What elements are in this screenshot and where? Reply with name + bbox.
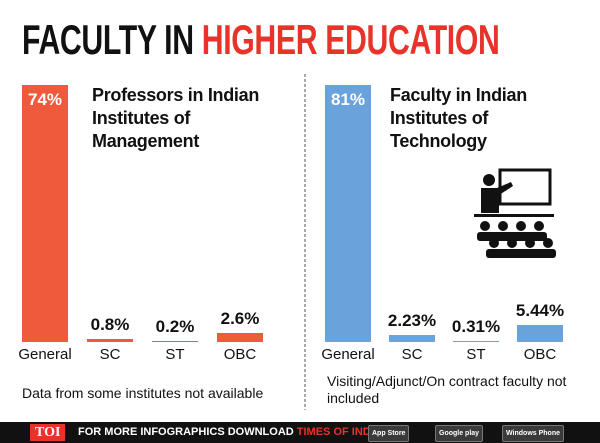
badge[interactable]: App Store [368,425,410,442]
chart-title: Professors in Indian Institutes of Manag… [92,85,260,151]
footer-label: FOR MORE INFOGRAPHICS DOWNLOAD [78,426,294,438]
bar [217,332,263,342]
value-label: 74% [27,90,63,109]
title-part: HIGHER EDUCATION [201,16,500,63]
category-label: SC [401,346,423,363]
chart-panel: Faculty in Indian Institutes of Technolo… [305,0,600,420]
bar [453,341,499,342]
footer: TOI FOR MORE INFOGRAPHICS DOWNLOAD TIMES… [0,422,600,443]
value-label: 0.8% [90,315,130,335]
teacher-icon [474,168,556,258]
value-label: 5.44% [515,300,565,320]
category-label: General [321,346,375,363]
category-label: ST [165,346,185,363]
bar [152,341,198,342]
value-label: 2.6% [220,308,260,328]
footnote: Data from some institutes not available [22,385,264,401]
badge[interactable]: Google play [435,425,484,442]
value-label: 0.31% [451,317,501,337]
badge[interactable]: Windows Phone [502,425,564,442]
title-part: FACULTY IN [22,16,194,63]
bar [389,334,435,342]
value-label: 81% [330,90,366,109]
value-label: 0.2% [155,317,195,337]
category-label: OBC [523,346,557,363]
footnote: Visiting/Adjunct/On contract faculty not… [327,373,567,406]
bar [87,339,133,342]
bar [325,85,371,342]
category-label: ST [466,346,486,363]
category-label: SC [99,346,121,363]
brand: TOI [30,424,66,441]
bar [517,324,563,342]
bar [22,85,68,342]
value-label: 2.23% [387,310,437,330]
chart-panel: Professors in Indian Institutes of Manag… [0,0,305,420]
chart-title: Faculty in Indian Institutes of Technolo… [390,85,527,151]
category-label: OBC [223,346,257,363]
page-title: FACULTY IN HIGHER EDUCATION [22,16,500,64]
category-label: General [18,346,72,363]
footer-text: FOR MORE INFOGRAPHICS DOWNLOAD TIMES OF … [78,426,407,438]
